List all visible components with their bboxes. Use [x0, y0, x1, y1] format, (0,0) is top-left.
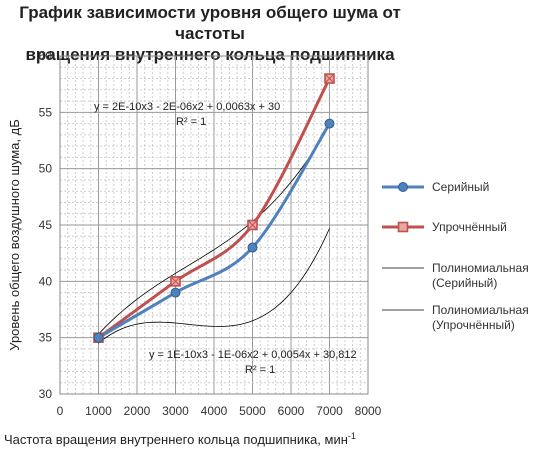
- trendline-1: [98, 124, 330, 335]
- trendlines: [98, 124, 330, 344]
- y-tick-label: 40: [39, 274, 53, 288]
- legend-marker: [397, 221, 409, 233]
- data-series: [93, 73, 335, 343]
- legend-label-sub: (Серийный): [432, 276, 497, 290]
- equation-upper: y = 2E-10x3 - 2E-06x2 + 0,0063x + 30: [94, 101, 280, 113]
- x-tick-label: 5000: [239, 404, 266, 418]
- legend: СерийныйУпрочнённыйПолиномиальная(Серийн…: [382, 180, 529, 332]
- x-tick-label: 1000: [85, 404, 112, 418]
- legend-label-sub: (Упрочнённый): [432, 318, 515, 332]
- equation-lower: y = 1E-10x3 - 1E-06x2 + 0,0054x + 30,812: [149, 349, 357, 361]
- x-tick-label: 0: [57, 404, 64, 418]
- y-axis-label: Уровень общего воздушного шума, дБ: [7, 119, 22, 350]
- legend-marker: [398, 182, 408, 192]
- y-tick-label: 50: [39, 162, 53, 176]
- data-point: [93, 332, 104, 343]
- chart-title-line-2: вращения внутреннего кольца подшипника: [25, 45, 395, 64]
- y-tick-label: 55: [39, 105, 53, 119]
- y-tick-label: 45: [39, 218, 53, 232]
- legend-label: Полиномиальная: [432, 261, 529, 275]
- legend-label: Полиномиальная: [432, 303, 529, 317]
- x-axis-label: Частота вращения внутреннего кольца подш…: [4, 431, 356, 447]
- series-line-2: [97, 77, 331, 340]
- chart-title: График зависимости уровня общего шума от…: [0, 2, 420, 65]
- x-axis-label-text: Частота вращения внутреннего кольца подш…: [4, 432, 348, 447]
- y-tick-label: 30: [39, 387, 53, 401]
- data-point-hatch: [170, 276, 181, 287]
- equation-lower-r2: R² = 1: [245, 364, 275, 376]
- trendline-2: [98, 228, 330, 344]
- data-point: [247, 242, 258, 253]
- data-point-hatch: [247, 220, 258, 230]
- y-tick-label: 60: [39, 49, 53, 63]
- legend-label: Серийный: [432, 180, 489, 194]
- chart-title-line-1: График зависимости уровня общего шума от…: [19, 3, 401, 43]
- x-tick-label: 2000: [124, 404, 151, 418]
- equation-upper-r2: R² = 1: [176, 116, 206, 128]
- x-tick-label: 6000: [278, 404, 305, 418]
- y-tick-label: 35: [39, 331, 53, 345]
- x-axis-label-superscript: -1: [348, 431, 356, 441]
- plot-area: [59, 55, 369, 395]
- x-axis: 0 1000 2000 3000 4000 5000 6000 7000 8000: [57, 404, 382, 418]
- x-tick-label: 4000: [201, 404, 228, 418]
- series-line-1: [97, 122, 331, 340]
- x-tick-label: 7000: [316, 404, 343, 418]
- y-axis: 30 35 40 45 50 55 60: [39, 49, 53, 401]
- data-point-hatch: [324, 73, 335, 84]
- data-point: [324, 118, 335, 129]
- x-tick-label: 8000: [355, 404, 382, 418]
- x-tick-label: 3000: [162, 404, 189, 418]
- legend-label: Упрочнённый: [432, 220, 507, 234]
- data-point: [170, 287, 181, 298]
